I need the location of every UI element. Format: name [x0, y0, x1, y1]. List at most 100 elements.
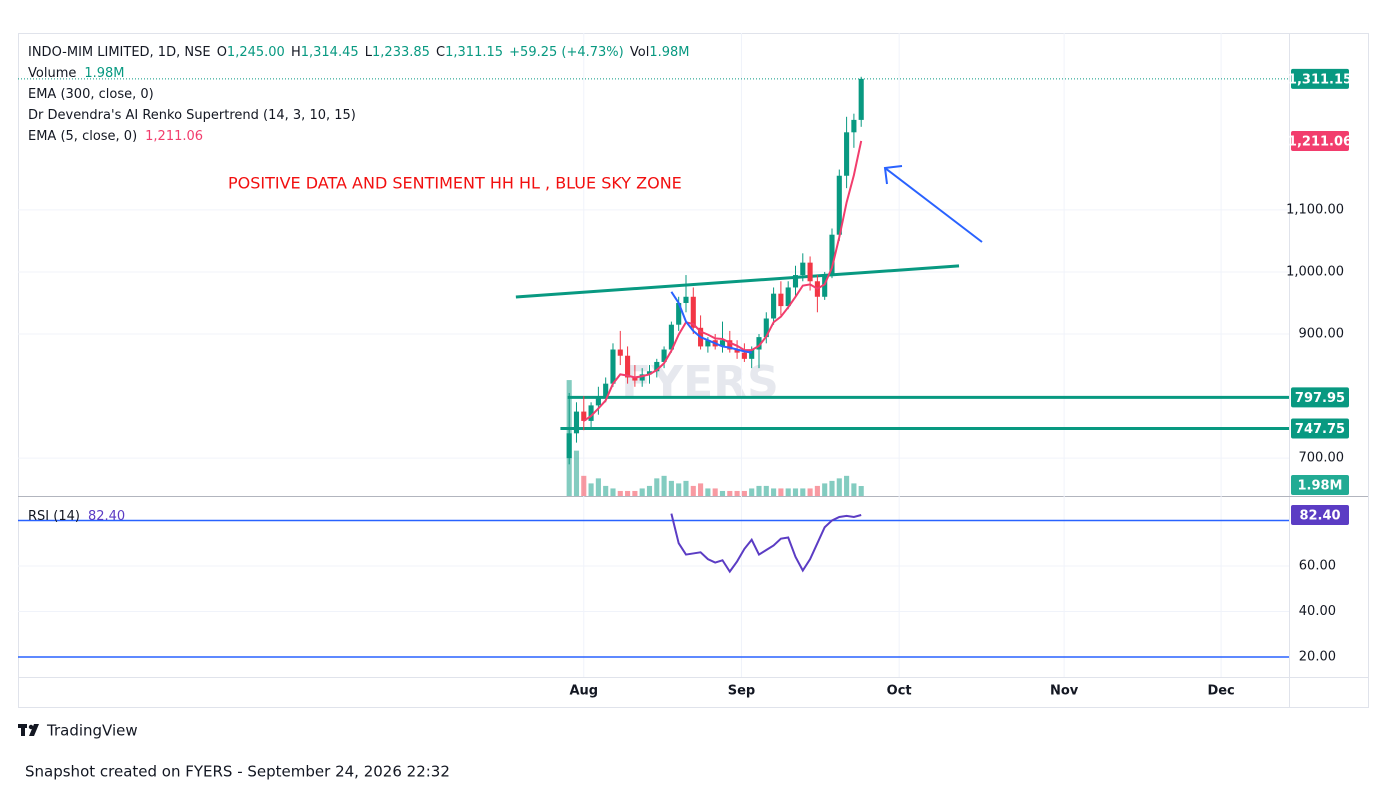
- volume-bar: [756, 485, 762, 496]
- price-badge: [1291, 475, 1349, 495]
- volume-bar: [712, 488, 718, 496]
- volume-bar: [851, 483, 857, 496]
- volume-bar: [646, 485, 653, 496]
- indicator-name: Volume: [28, 66, 76, 81]
- volume-bar: [683, 480, 689, 496]
- volume-bar: [588, 483, 594, 496]
- price-badge: [1291, 387, 1349, 408]
- y-tick-label: 1,000.00: [1286, 264, 1344, 279]
- arrow-annotation: [883, 165, 983, 243]
- candle-body: [829, 234, 835, 276]
- candle-body: [763, 318, 769, 338]
- price-badge: [1291, 130, 1349, 151]
- indicator-name: EMA (300, close, 0): [28, 87, 154, 102]
- candle-body: [800, 262, 806, 276]
- x-tick-label: Dec: [1207, 684, 1234, 699]
- candle-body: [741, 352, 747, 359]
- price-badge-label: 1.98M: [1297, 479, 1342, 494]
- price-badge-label: 797.95: [1295, 391, 1345, 406]
- symbol: INDO-MIM LIMITED, 1D, NSE: [28, 45, 211, 60]
- price-badge: [1291, 68, 1349, 89]
- volume-bar: [763, 485, 769, 496]
- annotation: POSITIVE DATA AND SENTIMENT HH HL , BLUE…: [228, 174, 682, 193]
- y-tick-label: 700.00: [1299, 451, 1345, 466]
- high-label: H: [291, 45, 301, 60]
- rsi-line: [670, 513, 862, 574]
- arrow-head: [883, 165, 903, 185]
- volume-bar: [617, 490, 623, 496]
- candle-body: [749, 349, 755, 359]
- brand: TradingView: [46, 722, 138, 740]
- price-badge: [1291, 504, 1349, 525]
- candle-body: [822, 275, 828, 297]
- vol-value: 1.98M: [649, 45, 689, 60]
- volume-bar: [610, 488, 616, 496]
- x-tick-label: Oct: [887, 684, 912, 699]
- candle-body: [617, 349, 623, 356]
- candle-body: [588, 405, 594, 421]
- candle-body: [734, 349, 740, 353]
- volume-bar: [858, 486, 864, 496]
- low-value: 1,233.85: [372, 45, 430, 60]
- close-value: 1,311.15: [445, 45, 503, 60]
- marks: [18, 76, 1289, 658]
- volume-bar: [814, 485, 820, 496]
- y-tick-label: 1,100.00: [1286, 202, 1344, 217]
- candle-body: [844, 132, 850, 176]
- grid: [18, 33, 1289, 677]
- candle-body: [719, 340, 726, 347]
- candle-body: [756, 337, 762, 350]
- candle-body: [581, 411, 587, 421]
- indicator-name: EMA (5, close, 0): [28, 129, 137, 144]
- indicator-legend: EMA (5, close, 0) 1,211.06: [28, 129, 203, 144]
- candle-body: [705, 340, 711, 347]
- close-label: C: [436, 45, 445, 60]
- volume-bar: [698, 483, 704, 496]
- indicator-line: [583, 140, 863, 422]
- volume-bar: [595, 478, 601, 496]
- volume-bar: [603, 485, 609, 496]
- volume-bar: [844, 475, 850, 496]
- volume-bar: [690, 485, 696, 496]
- volume-bar: [632, 490, 638, 496]
- x-tick-label: Aug: [569, 684, 598, 699]
- candle-body: [668, 324, 674, 350]
- header: INDO-MIM LIMITED, 1D, NSE O1,245.00 H1,3…: [28, 45, 690, 60]
- arrow-line: [884, 167, 983, 243]
- indicator-value: 1.98M: [84, 66, 124, 81]
- volume-bar: [829, 480, 835, 496]
- candle-body: [727, 340, 733, 350]
- logo-part: [28, 724, 34, 730]
- rsi-tick-label: 40.00: [1299, 604, 1336, 619]
- candle-body: [807, 262, 813, 282]
- indicator-line: [670, 291, 752, 354]
- candle-body: [625, 355, 631, 378]
- candle-body: [858, 78, 864, 120]
- volume-bar: [676, 483, 682, 496]
- candle-body: [566, 433, 572, 459]
- indicator-legend: EMA (300, close, 0): [28, 87, 154, 102]
- volume-bar: [705, 488, 711, 496]
- volume-bar: [581, 475, 587, 496]
- indicator-name: Dr Devendra's AI Renko Supertrend (14, 3…: [28, 108, 356, 123]
- volume-bar: [639, 488, 645, 496]
- candle-body: [792, 275, 799, 288]
- candle-body: [603, 383, 609, 397]
- candle-body: [778, 293, 784, 307]
- price-badge-label: 1,211.06: [1288, 134, 1352, 149]
- volume-bar: [741, 490, 747, 496]
- volume-bar: [719, 490, 726, 496]
- change-value: +59.25 (+4.73%): [509, 45, 624, 60]
- volume-bar: [668, 480, 674, 496]
- candle-body: [573, 411, 580, 434]
- volume-bar: [771, 488, 777, 496]
- candle-body: [683, 296, 689, 303]
- price-badge-label: 747.75: [1295, 422, 1345, 437]
- volume-bar: [625, 490, 631, 496]
- open-label: O: [217, 45, 227, 60]
- volume-bar: [749, 488, 755, 496]
- rsi-name: RSI (14): [28, 509, 80, 524]
- candle-body: [610, 349, 616, 384]
